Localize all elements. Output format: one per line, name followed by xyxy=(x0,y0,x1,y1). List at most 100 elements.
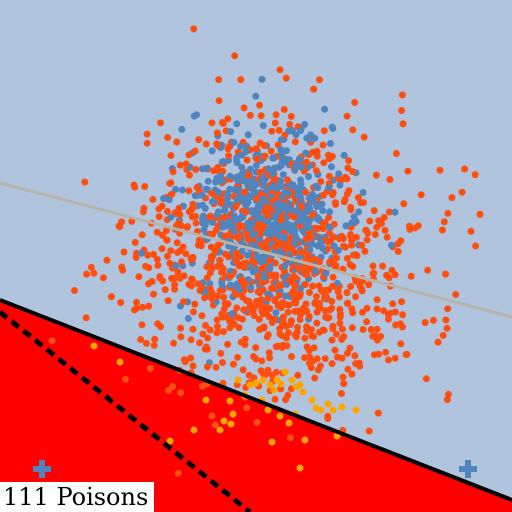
data-point xyxy=(286,277,294,285)
data-point xyxy=(282,292,289,300)
data-point xyxy=(328,152,336,160)
poison-point xyxy=(246,381,254,389)
data-point xyxy=(242,297,250,304)
data-point xyxy=(226,267,234,275)
data-point xyxy=(217,349,225,357)
data-point xyxy=(334,246,342,254)
data-point xyxy=(242,147,250,155)
data-point xyxy=(257,112,265,120)
data-point xyxy=(131,238,139,246)
data-point xyxy=(367,326,375,333)
data-point xyxy=(286,120,294,128)
data-point xyxy=(283,245,291,253)
data-point xyxy=(237,276,245,284)
data-point xyxy=(363,236,371,244)
data-point xyxy=(322,269,330,277)
data-points xyxy=(48,25,484,477)
data-point xyxy=(291,227,299,235)
data-point xyxy=(246,111,254,119)
data-point xyxy=(311,134,319,142)
data-point xyxy=(249,268,257,276)
data-point xyxy=(192,166,200,173)
data-point xyxy=(421,319,429,326)
data-point xyxy=(257,229,265,237)
data-point xyxy=(218,279,226,287)
solid-boundary-line xyxy=(0,298,512,502)
data-point xyxy=(397,340,405,348)
data-point xyxy=(234,353,241,361)
data-point xyxy=(258,357,266,365)
data-point xyxy=(366,217,374,225)
data-point xyxy=(444,305,452,313)
data-point xyxy=(189,362,197,370)
poison-point xyxy=(190,426,198,434)
data-point xyxy=(230,138,238,146)
data-point xyxy=(380,307,388,315)
data-point xyxy=(374,409,382,417)
data-point xyxy=(353,252,361,260)
data-point xyxy=(185,151,193,159)
data-point xyxy=(193,184,201,191)
data-point xyxy=(209,230,217,238)
data-point xyxy=(138,303,146,311)
data-point xyxy=(203,274,211,282)
data-point xyxy=(133,249,140,257)
data-point xyxy=(296,316,304,323)
data-point xyxy=(438,226,446,234)
data-point xyxy=(349,168,357,176)
data-point xyxy=(343,112,351,120)
data-point xyxy=(228,310,236,318)
data-point xyxy=(153,255,161,263)
data-point xyxy=(308,190,316,198)
data-point xyxy=(370,207,378,215)
data-point xyxy=(244,235,252,243)
cross-marker xyxy=(459,460,477,478)
data-point xyxy=(394,248,402,255)
data-point xyxy=(347,283,355,290)
data-point xyxy=(277,216,285,224)
data-point xyxy=(238,315,246,323)
poison-point xyxy=(277,380,285,388)
data-point xyxy=(271,220,279,228)
data-point xyxy=(203,363,211,371)
data-point xyxy=(392,150,400,157)
data-point xyxy=(348,370,356,378)
data-point xyxy=(310,85,318,93)
data-point xyxy=(313,152,321,160)
data-point xyxy=(260,142,268,149)
data-point xyxy=(200,226,208,234)
data-point xyxy=(254,214,262,222)
data-point xyxy=(208,295,216,303)
data-point xyxy=(279,157,287,165)
data-point xyxy=(301,334,309,342)
data-point xyxy=(271,395,279,403)
data-point xyxy=(242,208,250,216)
poison-point xyxy=(296,464,304,472)
data-point xyxy=(391,271,399,279)
data-point xyxy=(280,267,288,275)
data-point xyxy=(260,253,268,261)
data-point xyxy=(329,273,337,281)
data-point xyxy=(297,183,305,191)
data-point xyxy=(318,200,326,208)
data-point xyxy=(253,418,261,426)
data-point xyxy=(352,277,360,285)
data-point xyxy=(333,330,340,338)
cross-marker xyxy=(33,460,51,478)
data-point xyxy=(82,314,90,322)
data-point xyxy=(288,245,296,253)
data-point xyxy=(154,261,162,269)
data-point xyxy=(294,192,302,199)
data-point xyxy=(398,107,406,114)
data-point xyxy=(143,130,151,138)
data-point xyxy=(397,320,404,328)
poison-point xyxy=(202,396,210,404)
data-point xyxy=(167,247,175,255)
data-point xyxy=(272,271,280,279)
data-point xyxy=(165,196,173,204)
data-point xyxy=(406,225,414,233)
data-point xyxy=(233,154,241,162)
data-point xyxy=(326,229,333,237)
data-point xyxy=(439,331,447,339)
data-point xyxy=(192,219,200,227)
